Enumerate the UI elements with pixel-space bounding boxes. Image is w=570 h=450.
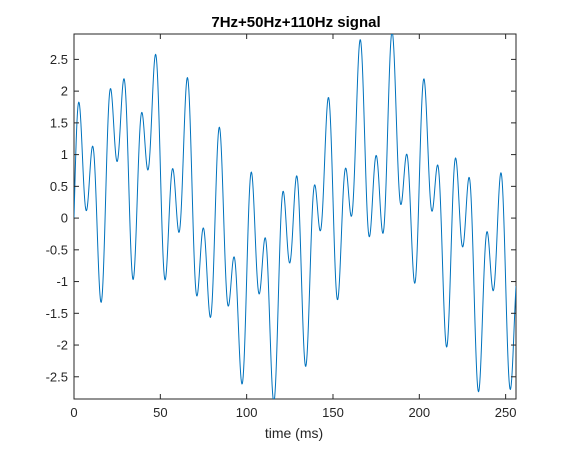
y-tick-label: 1	[61, 147, 68, 162]
x-axis: 0 50 100 150 200 250	[70, 34, 516, 420]
y-tick-label: 2	[61, 84, 68, 99]
y-tick-label: -1.5	[46, 306, 68, 321]
signal-line	[74, 34, 516, 399]
axes-box	[73, 33, 517, 400]
y-tick-label: -2	[56, 338, 68, 353]
y-tick-label: 1.5	[50, 115, 68, 130]
chart-title: 7Hz+50Hz+110Hz signal	[211, 14, 380, 31]
x-axis-label: time (ms)	[265, 425, 323, 441]
y-tick-label: -1	[56, 274, 68, 289]
y-tick-label: -0.5	[46, 242, 68, 257]
y-tick-label: -2.5	[46, 369, 68, 384]
y-tick-label: 0	[61, 211, 68, 226]
x-tick-label: 0	[70, 405, 77, 420]
x-tick-label: 250	[495, 405, 517, 420]
plot-area	[73, 33, 517, 400]
y-axis: -2.5 -2 -1.5 -1 -0.5 0 0.5 1 1.5 2 2.5	[46, 52, 516, 384]
x-tick-label: 100	[236, 405, 258, 420]
y-tick-label: 0.5	[50, 179, 68, 194]
x-tick-label: 200	[408, 405, 430, 420]
y-tick-label: 2.5	[50, 52, 68, 67]
x-tick-label: 50	[153, 405, 167, 420]
x-tick-label: 150	[322, 405, 344, 420]
